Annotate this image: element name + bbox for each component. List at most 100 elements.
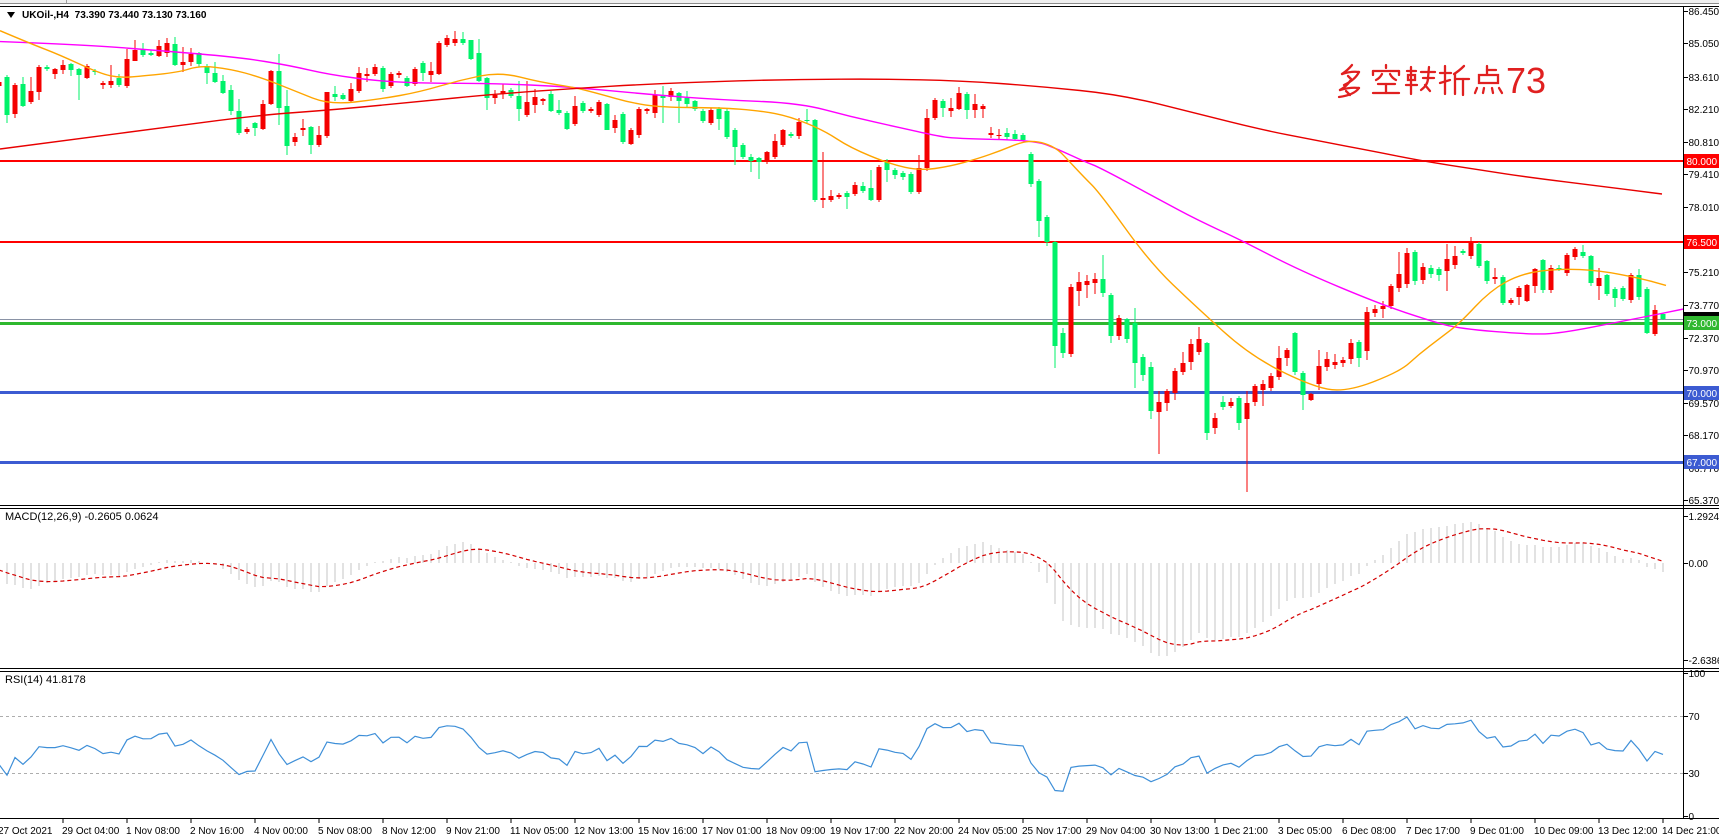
candle-body bbox=[1652, 310, 1658, 334]
ohlc-high-value: 73.440 bbox=[108, 9, 140, 21]
candle-body bbox=[804, 120, 810, 121]
time-tick bbox=[894, 819, 896, 823]
candle-body bbox=[44, 67, 50, 69]
macd-histogram-bar bbox=[558, 563, 560, 574]
macd-histogram-bar bbox=[390, 559, 392, 563]
candle-body bbox=[660, 96, 666, 98]
candle-wick bbox=[1334, 354, 1336, 369]
price-axis-label: 65.370 bbox=[1689, 496, 1719, 507]
candle-wick bbox=[662, 86, 664, 123]
candle-body bbox=[892, 170, 898, 175]
macd-histogram-bar bbox=[942, 558, 944, 563]
candle-body bbox=[1620, 288, 1626, 299]
macd-histogram-bar bbox=[534, 563, 536, 569]
candle-body bbox=[148, 53, 154, 55]
macd-panel[interactable] bbox=[0, 522, 1664, 656]
macd-histogram-bar bbox=[110, 563, 112, 575]
candle-body bbox=[1036, 181, 1042, 221]
candle-body bbox=[684, 98, 690, 104]
macd-histogram-bar bbox=[150, 563, 152, 565]
horizontal-level-line-70.000[interactable] bbox=[0, 391, 1683, 394]
candle-body bbox=[748, 157, 754, 161]
candle-body bbox=[1268, 376, 1274, 388]
candle-body bbox=[1252, 386, 1258, 402]
candle-body bbox=[164, 43, 170, 53]
time-tick bbox=[1022, 819, 1024, 823]
candle-body bbox=[612, 120, 618, 128]
annotation-glyph-stroke bbox=[1344, 89, 1352, 97]
candle-body bbox=[1276, 358, 1282, 377]
symbol-dropdown-arrow-icon[interactable] bbox=[7, 12, 15, 18]
candle-wick bbox=[1382, 301, 1384, 318]
macd-histogram-bar bbox=[1510, 541, 1512, 563]
candle-body bbox=[52, 69, 58, 74]
macd-histogram-bar bbox=[478, 548, 480, 563]
macd-histogram-bar bbox=[278, 563, 280, 582]
candle-body bbox=[348, 89, 354, 101]
candle-body bbox=[380, 68, 386, 89]
candle-body bbox=[100, 83, 106, 85]
macd-histogram-bar bbox=[670, 563, 672, 568]
price-axis[interactable]: 86.450 85.050 83.610 82.210 80.810 79.410 78.0… bbox=[1683, 7, 1719, 823]
time-tick bbox=[446, 819, 448, 823]
candle-wick bbox=[846, 191, 848, 209]
candle-body bbox=[756, 158, 762, 162]
candle-body bbox=[132, 50, 138, 61]
candle-wick bbox=[1398, 252, 1400, 292]
candle-body bbox=[1572, 249, 1578, 257]
time-axis-label: 12 Nov 13:00 bbox=[574, 826, 634, 837]
candle-wick bbox=[822, 152, 824, 208]
annotation-glyph-stroke bbox=[1342, 70, 1361, 87]
candle-body bbox=[412, 69, 418, 84]
macd-histogram-bar bbox=[598, 563, 600, 576]
macd-histogram-bar bbox=[1174, 563, 1176, 652]
macd-histogram-bar bbox=[822, 563, 824, 587]
horizontal-level-line-80.000[interactable] bbox=[0, 160, 1683, 162]
candle-body bbox=[836, 195, 842, 197]
macd-histogram-bar bbox=[750, 563, 752, 583]
macd-histogram-bar bbox=[1334, 563, 1336, 584]
main-chart-panel[interactable] bbox=[0, 30, 1683, 492]
candle-wick bbox=[982, 104, 984, 118]
candle-body bbox=[1412, 252, 1418, 281]
rsi-panel[interactable] bbox=[0, 716, 1683, 792]
time-axis-label: 29 Nov 04:00 bbox=[1086, 826, 1146, 837]
price-axis-label: 70.970 bbox=[1689, 366, 1719, 377]
price-level-badge bbox=[1684, 235, 1719, 249]
time-tick bbox=[510, 819, 512, 823]
annotation-glyph-stroke bbox=[1426, 65, 1431, 80]
macd-histogram-bar bbox=[1014, 552, 1016, 563]
candle-body bbox=[740, 145, 746, 157]
macd-histogram-bar bbox=[998, 548, 1000, 563]
candle-wick bbox=[462, 32, 464, 45]
candle-wick bbox=[806, 109, 808, 123]
macd-histogram-bar bbox=[1494, 531, 1496, 563]
candle-body bbox=[500, 91, 506, 94]
macd-histogram-bar bbox=[78, 563, 80, 577]
time-axis[interactable]: 27 Oct 2021 29 Oct 04:00 1 Nov 08:00 2 Nov … bbox=[0, 819, 1719, 837]
macd-histogram-bar bbox=[1278, 563, 1280, 609]
macd-histogram-bar bbox=[1486, 528, 1488, 563]
macd-histogram-bar bbox=[678, 563, 680, 567]
horizontal-level-line-73.000[interactable] bbox=[0, 322, 1683, 325]
candle-body bbox=[956, 93, 962, 109]
candle-wick bbox=[214, 62, 216, 83]
candle-body bbox=[876, 167, 882, 200]
candle-body bbox=[1244, 403, 1250, 419]
candle-body bbox=[1020, 135, 1026, 140]
annotation-glyph-stroke bbox=[1419, 76, 1430, 92]
candle-body bbox=[764, 152, 770, 162]
horizontal-level-line-76.500[interactable] bbox=[0, 241, 1683, 243]
candle-body bbox=[1532, 269, 1538, 286]
candle-wick bbox=[1262, 380, 1264, 406]
candle-body bbox=[1332, 362, 1338, 365]
annotation-glyph-stroke bbox=[1473, 86, 1479, 95]
axis-tick bbox=[1684, 716, 1688, 717]
ohlc-close-value: 73.160 bbox=[175, 9, 207, 21]
candle-body bbox=[716, 109, 722, 119]
macd-histogram-bar bbox=[886, 563, 888, 589]
macd-histogram-bar bbox=[806, 563, 808, 574]
rsi-axis-label: 0 bbox=[1689, 812, 1695, 823]
candle-body bbox=[1292, 333, 1298, 372]
horizontal-level-line-67.000[interactable] bbox=[0, 461, 1683, 464]
